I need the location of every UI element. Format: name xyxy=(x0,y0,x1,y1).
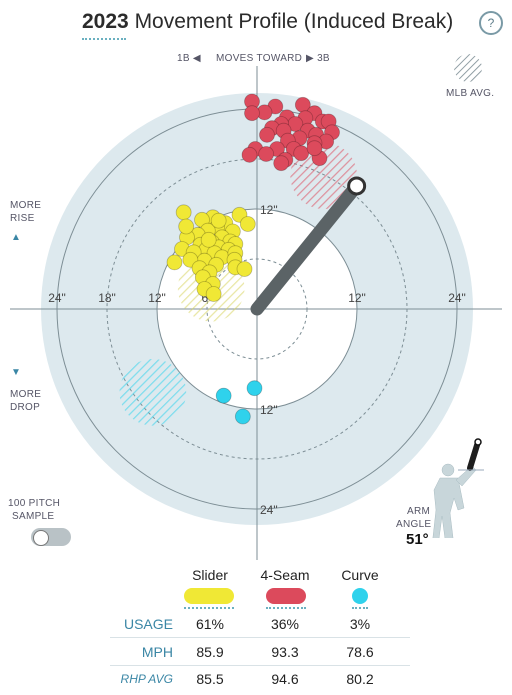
drop-arrow-icon: ▼ xyxy=(11,367,22,378)
rise-arrow-icon: ▲ xyxy=(11,232,22,243)
pitcher-figure-icon xyxy=(432,438,484,538)
year-underline xyxy=(82,38,126,40)
more-rise-line1: MORE xyxy=(10,200,42,211)
pitch-point-4seam xyxy=(241,146,258,163)
y-tick-label: 12" xyxy=(260,203,278,217)
more-rise-line2: RISE xyxy=(10,213,35,224)
arm-angle-value: 51° xyxy=(406,531,429,548)
rhp-avg-curve: 80.2 xyxy=(346,671,374,687)
mph-curve: 78.6 xyxy=(346,644,374,660)
sample-toggle[interactable] xyxy=(31,528,71,546)
x-tick-label: 6" xyxy=(202,291,213,305)
title-text: Movement Profile (Induced Break) xyxy=(134,10,454,33)
more-drop-line1: MORE xyxy=(10,389,42,400)
x-tick-label: 24" xyxy=(448,291,466,305)
mlb-avg-4seam xyxy=(290,142,357,209)
pitch-point-slider xyxy=(236,261,253,277)
usage-4seam: 36% xyxy=(270,616,300,632)
moves-toward-right: ▶ 3B xyxy=(306,53,330,64)
mph-4seam: 93.3 xyxy=(271,644,299,660)
toggle-knob xyxy=(33,530,49,546)
sample-label-line1: 100 PITCH xyxy=(8,498,61,509)
mlb-avg-legend-icon xyxy=(454,54,482,82)
title-year: 2023 xyxy=(82,10,129,33)
page-title: 2023 Movement Profile (Induced Break) xyxy=(82,10,453,34)
x-tick-label: 12" xyxy=(348,291,366,305)
x-tick-label: 12" xyxy=(148,291,166,305)
pitch-point-slider xyxy=(200,231,217,248)
legend-swatch-curve[interactable] xyxy=(352,588,368,604)
pitch-point-4seam xyxy=(293,145,310,162)
moves-toward-left: 1B ◀ xyxy=(177,53,201,64)
legend-underline-curve xyxy=(352,607,368,609)
y-tick-label: 24" xyxy=(260,503,278,517)
pitch-point-slider xyxy=(166,254,183,271)
usage-curve: 3% xyxy=(349,616,371,632)
more-drop-line2: DROP xyxy=(10,402,41,413)
pitch-point-4seam xyxy=(244,105,260,122)
rhp-avg-label: RHP AVG xyxy=(120,672,173,686)
pitch-point-slider xyxy=(178,218,195,235)
row-separator xyxy=(110,637,410,638)
legend-swatch-slider[interactable] xyxy=(184,588,234,604)
help-button[interactable]: ? xyxy=(479,11,503,35)
row-separator xyxy=(110,665,410,666)
usage-label: USAGE xyxy=(123,616,173,632)
legend-name-curve: Curve xyxy=(341,567,379,583)
pitch-point-curve xyxy=(215,387,232,404)
x-tick-label: 24" xyxy=(48,291,66,305)
x-tick-label: 18" xyxy=(98,291,116,305)
pitch-point-4seam xyxy=(258,146,275,162)
arm-angle-line xyxy=(250,179,364,316)
pitch-point-4seam xyxy=(273,155,290,172)
sample-label-line2: SAMPLE xyxy=(12,511,55,522)
legend-name-slider: Slider xyxy=(192,567,228,583)
pitch-point-curve xyxy=(246,380,263,397)
pitch-point-slider xyxy=(175,204,192,221)
pitch-point-slider xyxy=(205,286,222,302)
pitch-point-slider xyxy=(239,216,256,232)
pitch-point-curve xyxy=(234,408,251,425)
mlb-avg-label: MLB AVG. xyxy=(446,88,495,99)
rhp-avg-4seam: 94.6 xyxy=(271,671,299,687)
moves-toward-label: MOVES TOWARD xyxy=(216,53,303,64)
legend-underline-slider xyxy=(184,607,234,609)
mph-slider: 85.9 xyxy=(196,644,224,660)
rhp-avg-slider: 85.5 xyxy=(196,671,224,687)
mlb-avg-curve xyxy=(119,359,187,426)
usage-slider: 61% xyxy=(195,616,225,632)
legend-underline-4seam xyxy=(266,607,306,609)
y-tick-label: 12" xyxy=(260,403,278,417)
pitch-point-4seam xyxy=(259,126,275,143)
arm-angle-line1: ARM xyxy=(407,506,431,517)
mph-label: MPH xyxy=(141,644,173,660)
legend-swatch-4seam[interactable] xyxy=(266,588,306,604)
arm-angle-line2: ANGLE xyxy=(396,519,432,530)
pitch-point-slider xyxy=(210,212,227,229)
legend-name-4seam: 4-Seam xyxy=(260,567,310,583)
arm-angle-ball xyxy=(347,176,367,196)
pitch-point-4seam xyxy=(306,140,323,157)
